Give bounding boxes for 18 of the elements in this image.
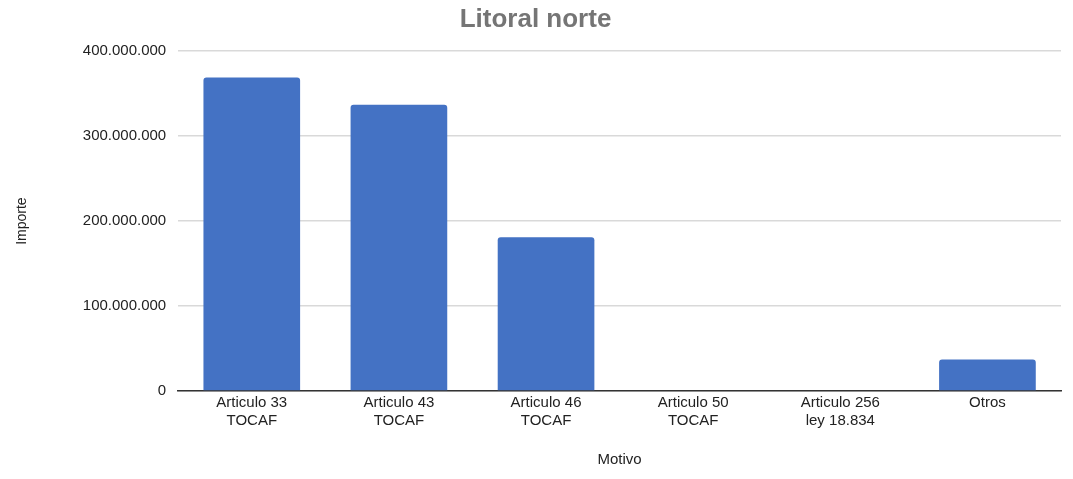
y-axis-title: Importe — [13, 197, 30, 245]
y-tick-label: 200.000.000 — [82, 211, 167, 229]
bar — [203, 77, 301, 391]
x-tick-label: Articulo 256 ley 18.834 — [800, 393, 880, 429]
y-tick-label: 0 — [157, 381, 167, 399]
chart-title: Litoral norte — [459, 2, 612, 33]
y-tick-label: 100.000.000 — [82, 296, 167, 314]
bar — [350, 104, 448, 391]
x-tick-label: Articulo 46 TOCAF — [510, 393, 582, 429]
y-tick-label: 300.000.000 — [82, 126, 167, 144]
x-tick-label: Otros — [969, 393, 1006, 411]
x-axis-title: Motivo — [597, 450, 642, 468]
x-tick-label: Articulo 33 TOCAF — [216, 393, 288, 429]
y-tick-label: 400.000.000 — [82, 41, 167, 59]
x-tick-label: Articulo 50 TOCAF — [657, 393, 729, 429]
bar — [939, 359, 1036, 391]
bar — [497, 237, 595, 391]
x-tick-label: Articulo 43 TOCAF — [363, 393, 435, 429]
